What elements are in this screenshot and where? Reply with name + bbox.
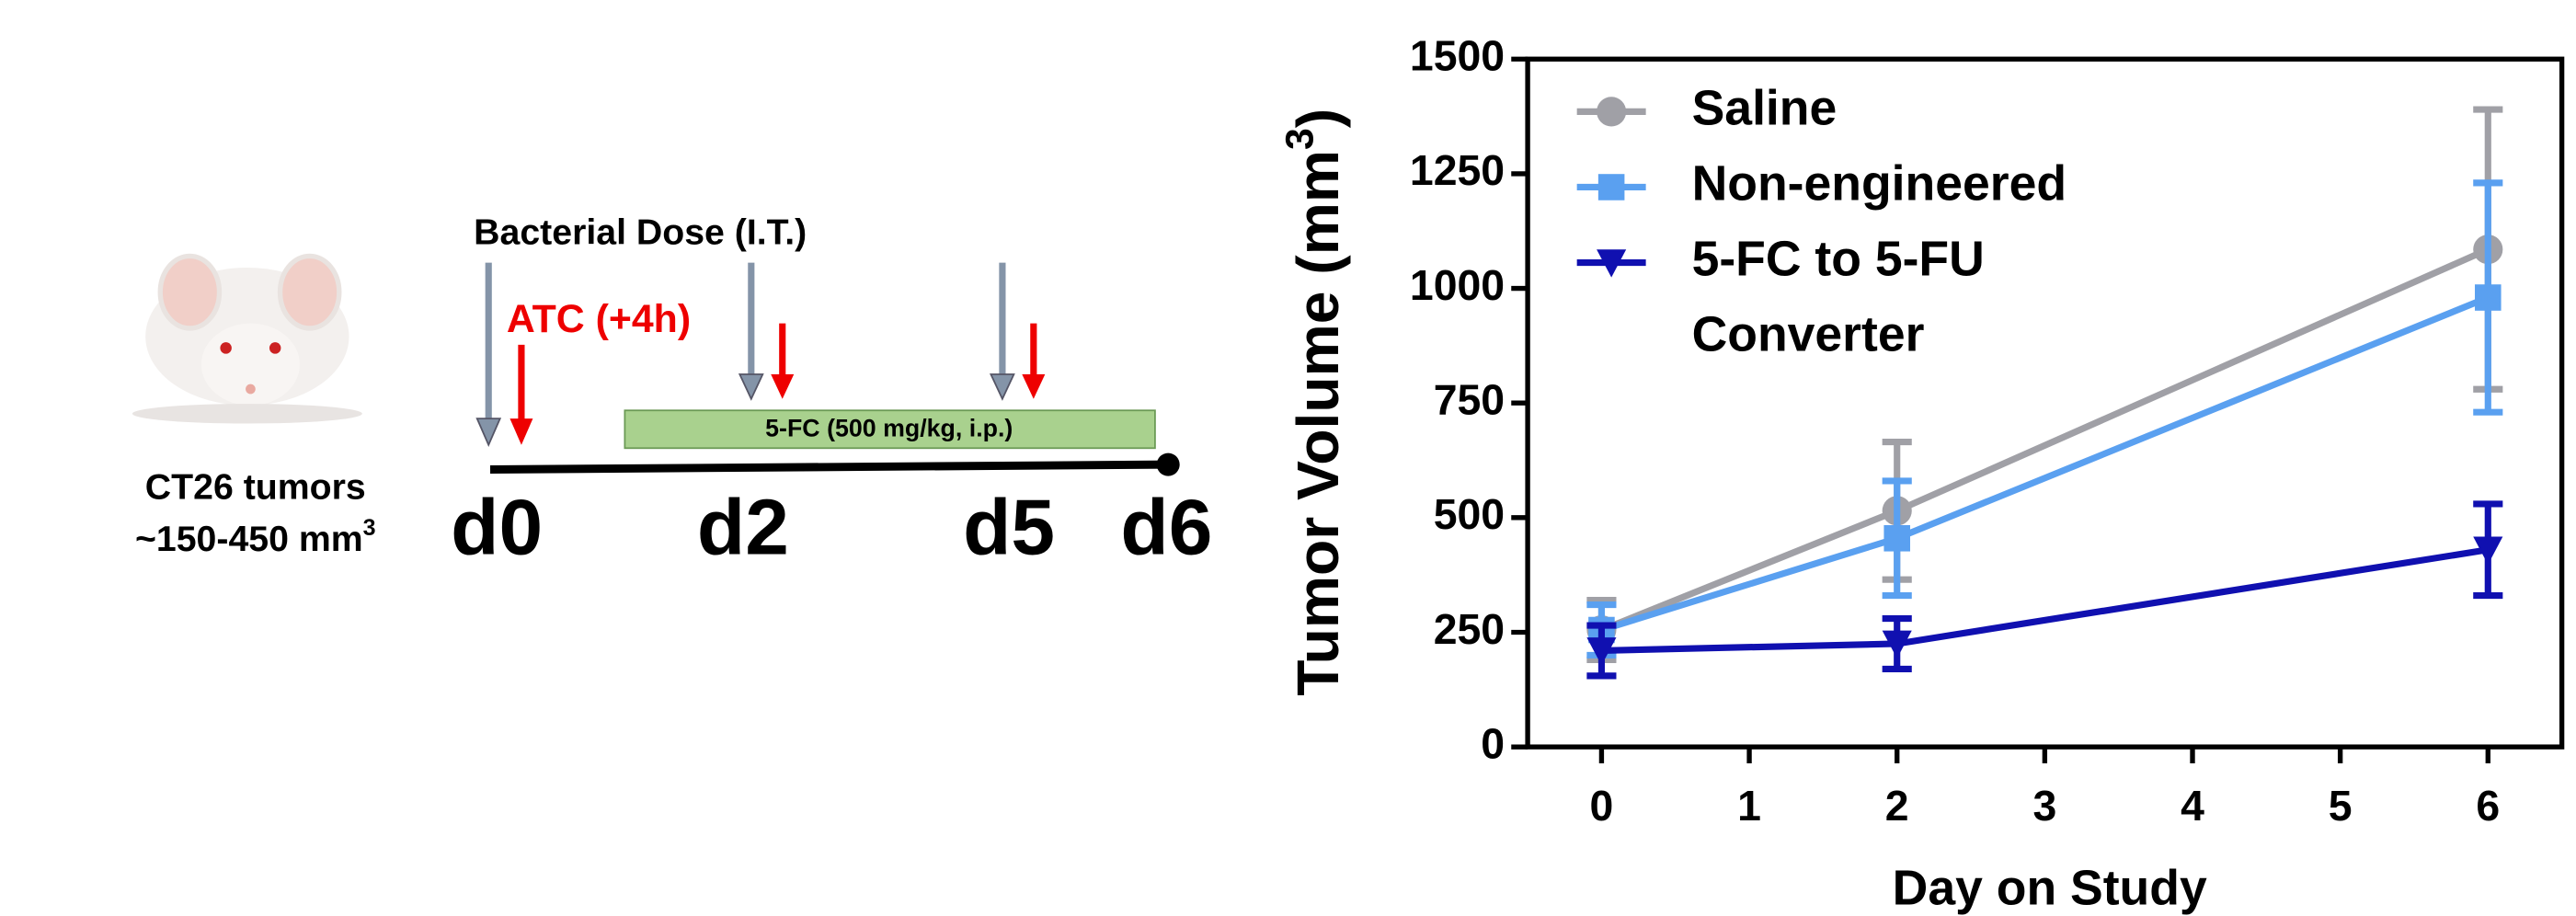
marker bbox=[1882, 630, 1912, 659]
x-tick-label: 4 bbox=[2181, 782, 2204, 830]
marker bbox=[2475, 284, 2502, 311]
legend-entry: Non-engineered bbox=[1576, 157, 2067, 212]
mouse-icon bbox=[132, 253, 362, 424]
x-tick-label: 0 bbox=[1590, 782, 1614, 830]
x-axis-title: Day on Study bbox=[1893, 861, 2207, 915]
day-label: d6 bbox=[1120, 484, 1212, 572]
y-tick-label: 250 bbox=[1434, 605, 1505, 653]
tumor-label: CT26 tumors bbox=[145, 466, 366, 507]
timeline bbox=[489, 460, 1167, 474]
x-tick-label: 1 bbox=[1737, 782, 1761, 830]
marker bbox=[2473, 536, 2503, 565]
drug-bar bbox=[624, 409, 1156, 450]
y-tick-label: 750 bbox=[1434, 375, 1505, 423]
x-tick-label: 2 bbox=[1885, 782, 1909, 830]
day-label: d5 bbox=[963, 484, 1055, 572]
atc-label: ATC (+4h) bbox=[507, 297, 691, 341]
y-tick-label: 1500 bbox=[1410, 32, 1505, 80]
series bbox=[1586, 179, 2503, 659]
timeline-end bbox=[1156, 452, 1180, 476]
y-axis-title: Tumor Volume (mm3) bbox=[1278, 109, 1351, 696]
series bbox=[1586, 500, 2503, 680]
day-label: d0 bbox=[451, 484, 543, 572]
dose-label: Bacterial Dose (I.T.) bbox=[474, 212, 807, 253]
x-tick-label: 6 bbox=[2476, 782, 2500, 830]
legend-marker bbox=[1597, 174, 1625, 200]
marker bbox=[1883, 525, 1910, 552]
marker bbox=[1586, 637, 1617, 666]
y-tick-label: 1000 bbox=[1410, 261, 1505, 309]
legend-entry: Saline bbox=[1576, 82, 1838, 136]
drug-label: 5-FC (500 mg/kg, i.p.) bbox=[765, 415, 1013, 442]
x-tick-label: 3 bbox=[2032, 782, 2056, 830]
legend-marker bbox=[1597, 97, 1627, 127]
legend-label: 5-FC to 5-FU Converter bbox=[1692, 233, 1985, 362]
series-line bbox=[1601, 546, 2489, 655]
legend-entry: 5-FC to 5-FU Converter bbox=[1576, 233, 1985, 362]
y-tick-label: 0 bbox=[1481, 719, 1505, 767]
legend-marker bbox=[1597, 249, 1627, 278]
legend-label: Non-engineered bbox=[1692, 157, 2067, 212]
legend-label: Saline bbox=[1692, 82, 1838, 136]
y-tick-label: 500 bbox=[1434, 490, 1505, 538]
tumor-size: ~150-450 mm3 bbox=[135, 514, 376, 559]
day-label: d2 bbox=[697, 484, 789, 572]
x-tick-label: 5 bbox=[2329, 782, 2353, 830]
y-tick-label: 1250 bbox=[1410, 146, 1505, 194]
dose-arrows bbox=[475, 262, 1046, 447]
